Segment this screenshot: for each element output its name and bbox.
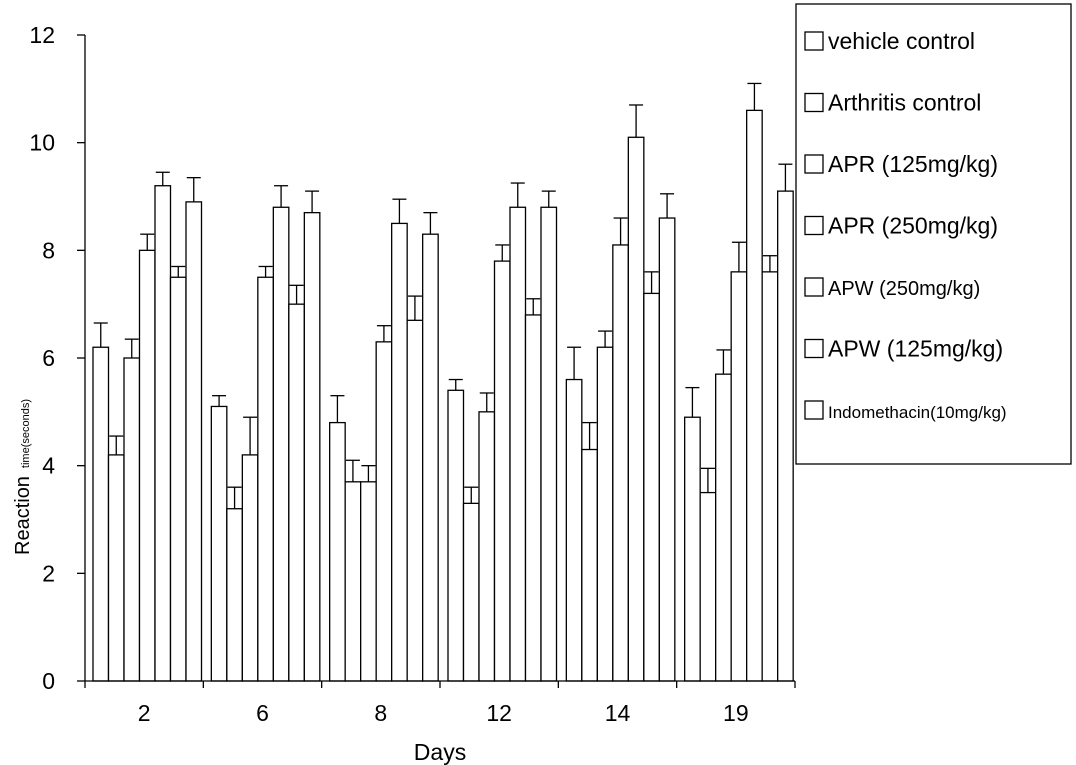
bar <box>524 314 542 682</box>
bar <box>715 373 732 682</box>
bar <box>730 271 748 682</box>
bar <box>565 378 583 682</box>
bar <box>596 346 614 682</box>
bar <box>406 319 424 682</box>
bar <box>107 454 125 682</box>
bar <box>699 491 717 682</box>
y-tick-label: 8 <box>42 237 55 263</box>
x-axis-title: Days <box>414 739 466 765</box>
legend-label: Indomethacin(10mg/kg) <box>828 403 1007 422</box>
x-tick-label: 19 <box>723 700 749 726</box>
bar <box>746 109 763 682</box>
bar <box>123 357 141 682</box>
bar <box>422 233 439 682</box>
bar <box>92 346 110 682</box>
bar <box>391 222 408 682</box>
bar <box>272 206 290 682</box>
y-tick-label: 6 <box>42 345 55 371</box>
bar <box>581 448 598 682</box>
bar <box>169 276 187 682</box>
y-tick-label: 4 <box>42 453 55 479</box>
y-tick-label: 2 <box>42 560 55 586</box>
legend-label: APW (125mg/kg) <box>828 336 1003 362</box>
legend-swatch <box>804 338 824 359</box>
legend-swatch <box>804 154 824 174</box>
bar <box>627 136 645 682</box>
bar <box>241 454 259 682</box>
bar <box>226 508 243 682</box>
y-tick-label: 0 <box>42 668 55 694</box>
bar <box>493 260 511 682</box>
legend-box <box>795 3 1072 465</box>
legend: vehicle control Arthritis control APR (125… <box>795 3 1072 465</box>
legend-label: APR (125mg/kg) <box>828 151 998 177</box>
legend-swatch <box>804 92 824 113</box>
bar <box>360 481 377 682</box>
legend-swatch <box>804 215 824 236</box>
bar <box>612 244 629 682</box>
bar <box>375 341 393 682</box>
legend-label: Arthritis control <box>828 90 981 116</box>
x-tick-label: 6 <box>256 700 269 726</box>
x-tick-label: 8 <box>374 700 387 726</box>
x-tick-label: 14 <box>605 700 631 726</box>
y-axis-title: Reactiontime(seconds) <box>12 399 34 555</box>
x-tick-label: 12 <box>486 700 512 726</box>
bar <box>540 206 558 682</box>
bar <box>509 206 527 682</box>
legend-label: APR (250mg/kg) <box>828 213 998 239</box>
legend-label: APW (250mg/kg) <box>828 278 980 300</box>
axes: 0 2 4 6 8 10 12 2 6 8 12 14 19 Days Reactiontime(secon… <box>12 22 796 765</box>
legend-swatch <box>804 400 824 420</box>
y-tick-label: 10 <box>29 130 55 156</box>
bar <box>288 303 305 682</box>
bar <box>257 276 274 682</box>
bar <box>210 405 228 682</box>
x-tick-label: 2 <box>138 700 151 726</box>
bar <box>658 217 676 682</box>
legend-swatch <box>804 277 824 297</box>
bar <box>643 292 660 682</box>
bar <box>329 421 346 682</box>
y-tick-label: 12 <box>29 22 55 48</box>
bar <box>154 185 172 682</box>
legend-label: vehicle control <box>828 28 975 54</box>
bar <box>684 416 701 682</box>
bar <box>138 249 156 682</box>
bar <box>462 502 480 682</box>
bar <box>447 389 465 682</box>
bar <box>303 211 321 682</box>
bar <box>478 411 496 682</box>
plot-area <box>92 82 794 682</box>
legend-swatch <box>804 31 824 51</box>
bar <box>344 481 362 682</box>
bar <box>777 190 794 682</box>
bar <box>761 271 779 682</box>
bar <box>185 201 203 682</box>
